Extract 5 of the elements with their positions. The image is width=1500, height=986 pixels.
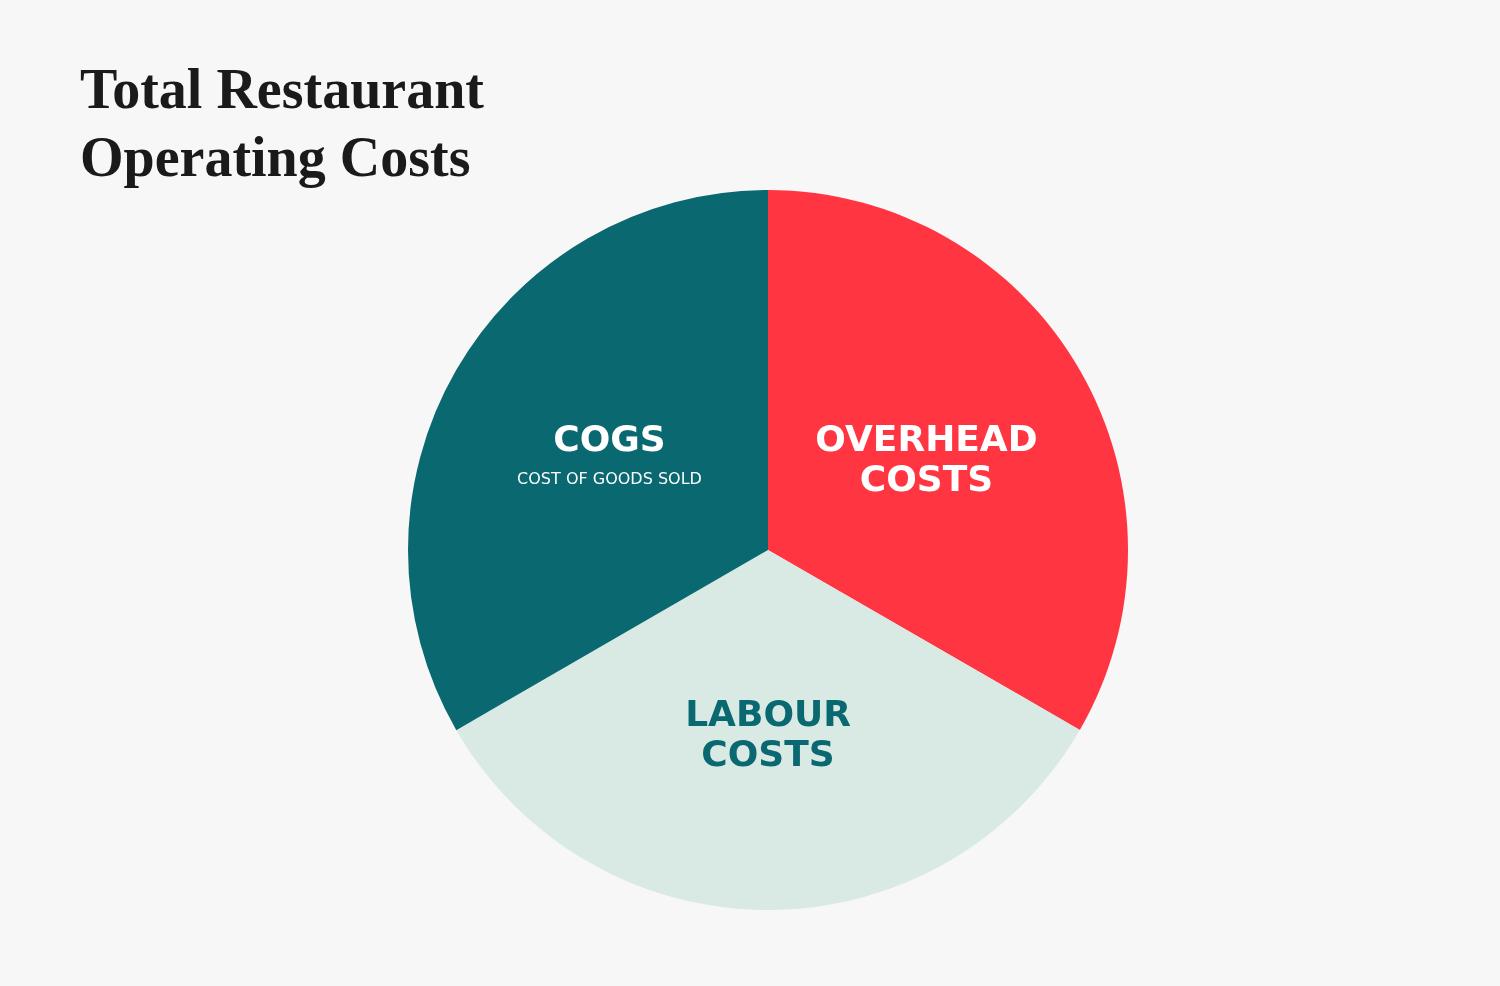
slice-label: LABOUR COSTS bbox=[685, 692, 851, 774]
text: COST OF GOODS SOLD bbox=[517, 469, 702, 489]
chart-title: Total Restaurant Operating Costs bbox=[80, 58, 498, 188]
slice-label: COGS bbox=[553, 418, 666, 460]
slice-label: OVERHEAD COSTS bbox=[815, 417, 1038, 499]
